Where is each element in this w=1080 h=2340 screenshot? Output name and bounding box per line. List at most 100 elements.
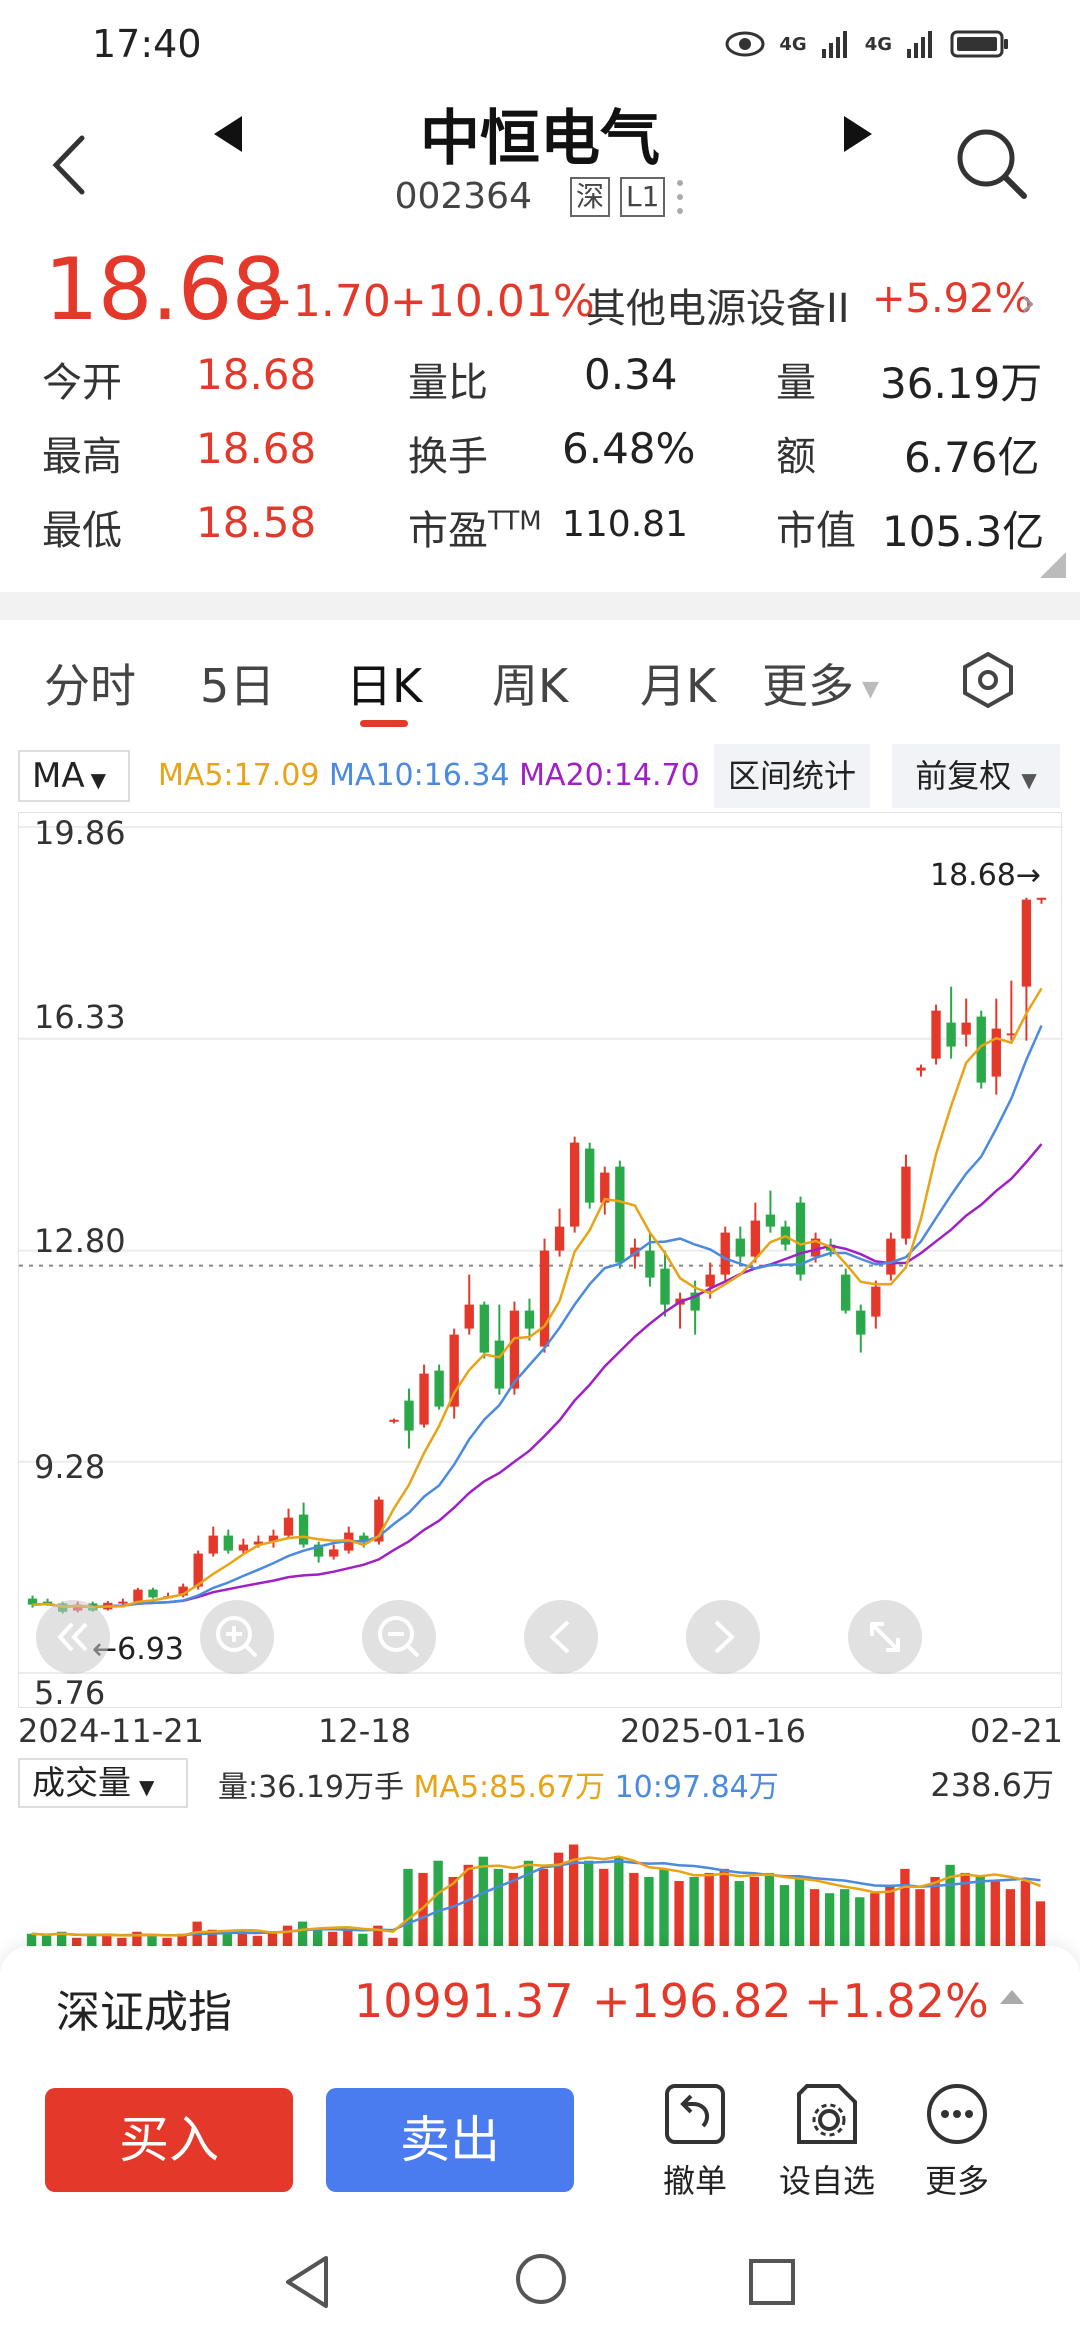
y-tick-label: 19.86 xyxy=(34,814,126,852)
fullscreen-button[interactable] xyxy=(848,1600,922,1674)
back-button[interactable] xyxy=(42,128,102,202)
candle-body xyxy=(118,1601,128,1604)
expand-corner-icon[interactable] xyxy=(1040,552,1066,578)
triangle-left-icon xyxy=(214,116,242,152)
volume-bar xyxy=(132,1931,142,1950)
candle-body xyxy=(283,1517,294,1536)
last-price: 18.68 xyxy=(44,240,286,340)
nav-back-icon[interactable] xyxy=(282,2254,332,2310)
search-icon xyxy=(957,129,1027,199)
chevron-right-icon xyxy=(714,1620,735,1654)
more-button[interactable]: 更多 xyxy=(902,2082,1012,2202)
volume-current: 量:36.19万手 xyxy=(218,1770,404,1805)
volume-bar xyxy=(297,1921,308,1950)
buy-button[interactable]: 买入 xyxy=(45,2088,293,2192)
volume-bar xyxy=(840,1889,850,1950)
indicator-select-label: MA xyxy=(32,756,85,796)
candle-body xyxy=(615,1166,625,1263)
volume-chart[interactable] xyxy=(18,1808,1062,1950)
candle-body xyxy=(705,1274,715,1287)
sector-name[interactable]: 其他电源设备II xyxy=(586,286,850,332)
cancel-order-button[interactable]: 撤单 xyxy=(640,2082,750,2202)
open-label: 今开 xyxy=(42,360,122,406)
volume-bar xyxy=(779,1885,790,1950)
cancel-order-label: 撤单 xyxy=(662,2162,727,2200)
amount-value: 6.76亿 xyxy=(904,433,1040,482)
rewind-button[interactable] xyxy=(36,1600,110,1674)
tab-monthly-k[interactable]: 月K xyxy=(640,659,717,713)
scroll-right-button[interactable] xyxy=(686,1600,760,1674)
x-tick-label: 02-21 xyxy=(970,1712,1063,1750)
next-stock-button[interactable] xyxy=(838,112,878,156)
signal-icon xyxy=(821,31,847,58)
zoom-in-button[interactable] xyxy=(200,1600,274,1674)
volume-bar xyxy=(1035,1901,1046,1950)
candle-body xyxy=(916,1067,926,1071)
caret-down-icon: ▼ xyxy=(862,677,879,702)
nav-home-icon[interactable] xyxy=(514,2252,568,2306)
candle-body xyxy=(133,1589,143,1602)
volume-bar xyxy=(448,1876,458,1950)
volume-indicator-select[interactable]: 成交量 ▼ xyxy=(18,1758,188,1808)
more-vertical-icon[interactable] xyxy=(675,177,685,217)
nav-recents-icon[interactable] xyxy=(748,2258,796,2306)
indicator-select[interactable]: MA ▼ xyxy=(18,750,130,802)
volume-bar xyxy=(568,1844,579,1950)
candle-body xyxy=(720,1232,730,1275)
search-button[interactable] xyxy=(952,124,1030,202)
volume-bar xyxy=(177,1933,187,1950)
zoom-out-button[interactable] xyxy=(362,1600,436,1674)
caret-up-icon[interactable] xyxy=(1000,1990,1024,2004)
sell-button[interactable]: 卖出 xyxy=(326,2088,574,2192)
volume-bar xyxy=(719,1868,729,1950)
tab-daily-k[interactable]: 日K xyxy=(346,659,423,713)
candle-body xyxy=(961,1022,971,1035)
candlestick-svg xyxy=(19,826,1063,1674)
tab-more-label: 更多 xyxy=(762,659,854,713)
volume-bar xyxy=(629,1872,639,1950)
candle-body xyxy=(253,1541,264,1545)
tab-intraday[interactable]: 分时 xyxy=(44,659,136,713)
candle-body xyxy=(42,1601,53,1604)
tab-5day[interactable]: 5日 xyxy=(200,659,276,713)
volume-values: 量:36.19万手 MA5:85.67万 10:97.84万 xyxy=(218,1762,779,1806)
status-icons: 4G 4G xyxy=(725,22,1010,66)
candlestick-chart[interactable] xyxy=(18,812,1063,1708)
volume-bar xyxy=(855,1897,865,1950)
volume-bar xyxy=(373,1925,383,1950)
interval-stats-button[interactable]: 区间统计 xyxy=(714,744,870,808)
index-name[interactable]: 深证成指 xyxy=(56,1987,232,2038)
candle-body xyxy=(810,1238,821,1257)
candle-body xyxy=(313,1544,324,1557)
candle-body xyxy=(404,1400,414,1431)
chevron-right-icon[interactable]: › xyxy=(1020,280,1036,326)
volume-ma10-line xyxy=(31,1859,1041,1937)
sector-change-pct[interactable]: +5.92% xyxy=(872,276,1033,322)
add-watchlist-button[interactable]: 设自选 xyxy=(772,2082,882,2202)
price-adjust-button[interactable]: 前复权 ▼ xyxy=(892,744,1060,808)
turnover-label: 换手 xyxy=(408,434,488,480)
ma-values: MA5:17.09 MA10:16.34 MA20:14.70 xyxy=(158,758,700,793)
candle-body xyxy=(901,1166,911,1239)
candle-body xyxy=(389,1419,399,1422)
caret-down-icon: ▼ xyxy=(139,1775,155,1799)
volume-bar xyxy=(975,1876,985,1950)
candle-body xyxy=(539,1250,550,1347)
scroll-left-button[interactable] xyxy=(524,1600,598,1674)
volume-ma10: 10:97.84万 xyxy=(614,1770,779,1805)
tab-more[interactable]: 更多 ▼ xyxy=(762,650,879,716)
candle-body xyxy=(494,1340,505,1389)
volume-bar xyxy=(614,1856,624,1950)
watchlist-gear-icon xyxy=(797,2084,857,2144)
candle-body xyxy=(600,1172,610,1203)
candle-body xyxy=(329,1549,339,1557)
stock-code-row: 002364 深 L1 xyxy=(0,176,1080,217)
stock-name: 中恒电气 xyxy=(420,104,660,174)
candle-body xyxy=(1021,899,1032,987)
candle-body xyxy=(148,1589,158,1598)
candle-body xyxy=(690,1292,700,1311)
y-tick-label: 12.80 xyxy=(34,1222,126,1260)
tab-weekly-k[interactable]: 周K xyxy=(492,659,569,713)
prev-stock-button[interactable] xyxy=(208,112,248,156)
chart-settings-button[interactable] xyxy=(958,650,1018,710)
